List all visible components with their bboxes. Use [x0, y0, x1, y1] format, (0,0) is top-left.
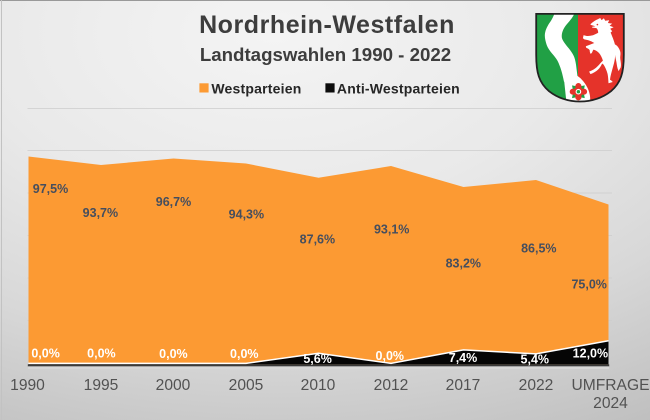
svg-text:2017: 2017 [446, 377, 481, 394]
svg-text:Nordrhein-Westfalen: Nordrhein-Westfalen [199, 11, 455, 39]
svg-text:2012: 2012 [374, 377, 409, 394]
svg-text:12,0%: 12,0% [573, 346, 608, 360]
svg-text:1995: 1995 [84, 377, 119, 394]
svg-text:Westparteien: Westparteien [211, 81, 301, 97]
svg-text:UMFRAGE: UMFRAGE [572, 377, 650, 394]
svg-text:0,0%: 0,0% [87, 347, 116, 361]
svg-text:2024: 2024 [593, 395, 628, 412]
svg-text:97,5%: 97,5% [33, 182, 68, 196]
svg-text:94,3%: 94,3% [229, 207, 264, 221]
svg-text:93,1%: 93,1% [374, 222, 409, 236]
svg-text:0,0%: 0,0% [376, 349, 405, 363]
svg-text:87,6%: 87,6% [300, 233, 335, 247]
svg-text:2022: 2022 [519, 377, 554, 394]
svg-text:1990: 1990 [10, 377, 45, 394]
svg-text:5,6%: 5,6% [303, 352, 332, 366]
svg-text:86,5%: 86,5% [521, 242, 556, 256]
svg-text:0,0%: 0,0% [159, 347, 188, 361]
svg-text:83,2%: 83,2% [446, 257, 481, 271]
svg-text:2005: 2005 [229, 377, 264, 394]
svg-text:0,0%: 0,0% [230, 347, 259, 361]
svg-text:96,7%: 96,7% [156, 195, 191, 209]
svg-text:2010: 2010 [301, 377, 336, 394]
svg-text:2000: 2000 [156, 377, 191, 394]
svg-text:7,4%: 7,4% [449, 351, 478, 365]
svg-text:93,7%: 93,7% [83, 206, 118, 220]
svg-text:Anti-Westparteien: Anti-Westparteien [337, 81, 460, 97]
svg-text:0,0%: 0,0% [31, 346, 60, 360]
svg-text:Landtagswahlen 1990 - 2022: Landtagswahlen 1990 - 2022 [200, 44, 451, 65]
svg-text:5,4%: 5,4% [521, 352, 550, 366]
svg-text:75,0%: 75,0% [571, 278, 606, 292]
